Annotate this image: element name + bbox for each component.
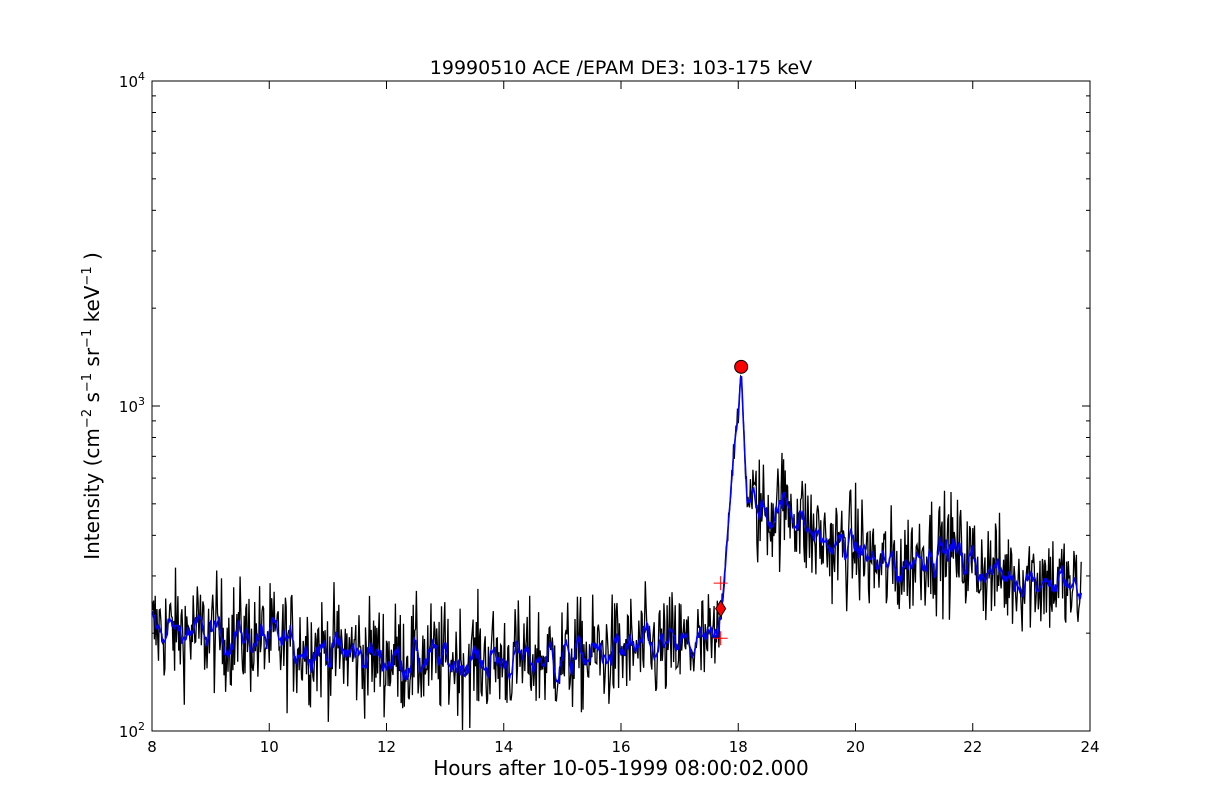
x-tick-label: 16	[611, 738, 630, 756]
y-label-exp1: −2	[80, 409, 95, 428]
y-tick-label: 102	[119, 720, 145, 741]
series-smoothed-line	[151, 375, 1082, 685]
x-tick-label: 24	[1080, 738, 1099, 756]
plot-frame	[151, 80, 1091, 732]
x-tick-label: 8	[147, 738, 157, 756]
chart-title: 19990510 ACE /EPAM DE3: 103-175 keV	[430, 57, 812, 79]
y-label-exp4: −1	[80, 266, 95, 285]
y-label-suffix: )	[80, 252, 104, 266]
x-tick-label: 18	[729, 738, 748, 756]
y-axis-label: Intensity (cm−2 s−1 sr−1 keV−1 )	[80, 252, 104, 560]
series-raw-line	[151, 374, 1082, 731]
y-label-sr: sr	[80, 347, 104, 373]
x-tick-label: 12	[377, 738, 396, 756]
bound-marker	[713, 576, 728, 591]
tick-layer: 8 10 12 14 16 18 20 22 24 102 103 104	[119, 70, 1100, 756]
x-tick-label: 22	[963, 738, 982, 756]
x-tick-label: 14	[494, 738, 513, 756]
x-axis-label: Hours after 10-05-1999 08:00:02.000	[433, 756, 809, 780]
y-label-exp2: −1	[80, 373, 95, 392]
y-label-s: s	[80, 392, 104, 409]
y-tick-label: 104	[119, 70, 145, 91]
y-label-exp3: −1	[80, 329, 95, 348]
onset-marker	[715, 599, 727, 618]
peak-marker	[734, 359, 749, 374]
marker-layer	[713, 359, 749, 646]
bound-marker	[713, 631, 728, 646]
y-label-prefix: Intensity (cm	[80, 428, 104, 560]
y-tick-label: 103	[119, 395, 145, 416]
x-tick-label: 10	[260, 738, 279, 756]
x-tick-label: 20	[846, 738, 865, 756]
y-label-kev: keV	[80, 285, 104, 329]
series-layer	[151, 374, 1082, 731]
